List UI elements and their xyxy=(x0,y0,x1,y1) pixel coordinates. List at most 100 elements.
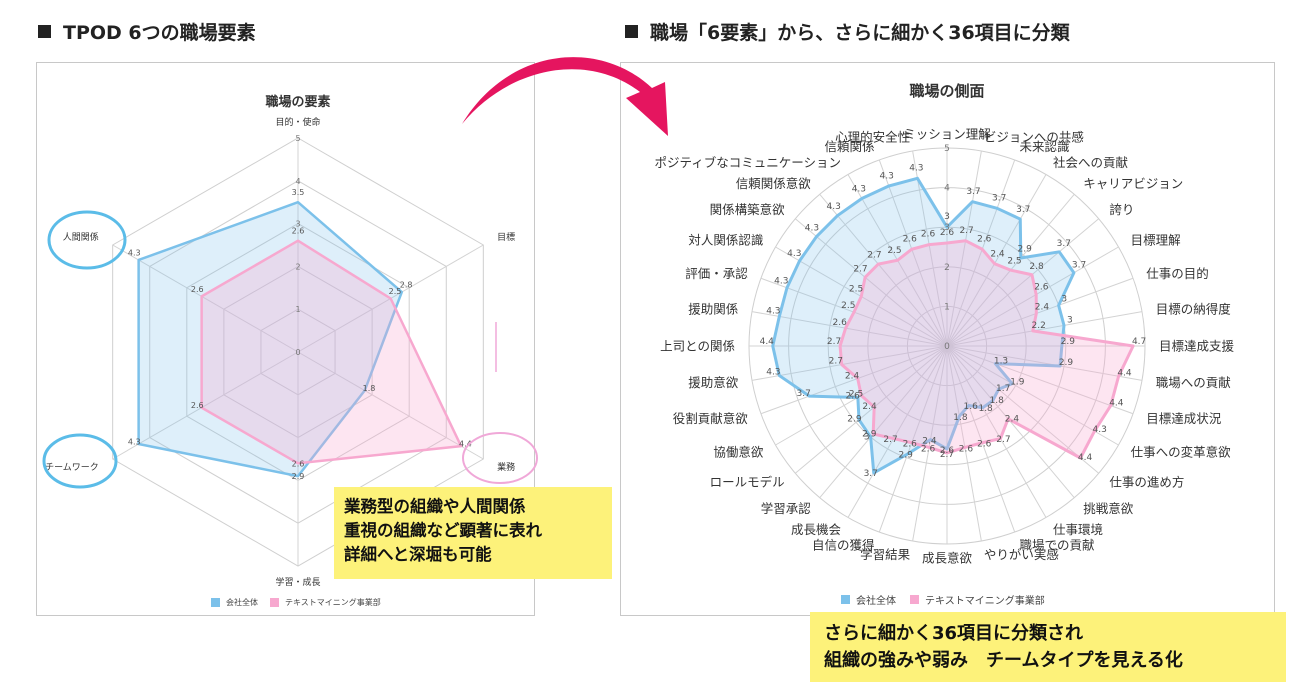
data-label: 3.7 xyxy=(1057,239,1071,249)
data-label: 4.4 xyxy=(1109,399,1124,409)
category-label: 心理的安全性 xyxy=(835,130,910,145)
category-label: 役割貢献意欲 xyxy=(673,411,748,426)
category-label: 仕事への変革意欲 xyxy=(1131,444,1231,459)
axis-spoke xyxy=(297,351,484,460)
series-area-company xyxy=(771,176,1076,475)
tick-label: 4 xyxy=(295,177,300,186)
category-label: 職場での貢献 xyxy=(1020,538,1095,553)
tick-label: 5 xyxy=(944,144,950,154)
data-label: 2.7 xyxy=(853,264,867,274)
data-label: 2.5 xyxy=(887,246,901,256)
data-label: 2.5 xyxy=(1007,257,1021,267)
data-label: 4.4 xyxy=(1117,368,1132,378)
data-label: 4.4 xyxy=(760,337,775,347)
data-label: 2.4 xyxy=(1035,302,1050,312)
data-label: 2.8 xyxy=(400,281,413,290)
data-label: 2.9 xyxy=(862,430,877,440)
right-callout-line: 組織の強みや弱み チームタイプを見える化 xyxy=(824,650,1183,671)
axis-spoke xyxy=(751,345,948,381)
data-label: 2.9 xyxy=(1061,337,1076,347)
category-label: 仕事環境 xyxy=(1053,522,1103,537)
legend-swatch-textmining xyxy=(910,595,919,604)
axis-spoke xyxy=(946,345,1143,381)
data-label: 2.6 xyxy=(903,235,918,245)
data-label: 1.6 xyxy=(964,402,979,412)
left-callout: 業務型の組織や人間関係 重視の組織など顕著に表れ 詳細へと深堀も可能 xyxy=(334,487,612,579)
data-label: 1.8 xyxy=(978,404,993,414)
category-label: 目標 xyxy=(497,231,515,243)
data-label: 2.6 xyxy=(292,227,305,236)
axis-spoke xyxy=(795,218,948,347)
data-label: 2.7 xyxy=(959,226,973,236)
bullet-square-icon xyxy=(38,25,51,38)
data-label: 4.3 xyxy=(1092,425,1106,435)
axis-spoke xyxy=(946,345,1134,415)
data-label: 2.6 xyxy=(1034,283,1049,293)
right-callout: さらに細かく36項目に分類され 組織の強みや弱み チームタイプを見える化 xyxy=(810,612,1286,682)
category-label: ポジティブなコミュニケーション xyxy=(654,155,841,170)
axis-spoke xyxy=(112,351,299,460)
data-label: 3.7 xyxy=(797,389,811,399)
data-label: 2.6 xyxy=(191,401,204,410)
category-label: やりがい実感 xyxy=(984,547,1059,562)
category-label: 職場への貢献 xyxy=(1156,375,1231,390)
tick-label: 3 xyxy=(944,223,950,233)
data-label: 2.6 xyxy=(292,459,305,468)
data-label: 2.9 xyxy=(1059,358,1074,368)
tick-label: 3 xyxy=(295,220,300,229)
category-label: 学習・成長 xyxy=(275,576,320,588)
data-label: 2.6 xyxy=(977,439,992,449)
right-chart-panel: 職場の側面 3 3.7 3.7 3.7 2.9 3.7 3.7 3 3 2.9 2.9 1.3 1.9 1.… xyxy=(620,62,1275,616)
data-label: 4.3 xyxy=(128,438,141,447)
data-label: 4.4 xyxy=(459,440,472,449)
data-label: 3 xyxy=(944,212,950,222)
axis-spoke xyxy=(847,345,948,518)
data-label: 3.5 xyxy=(292,188,305,197)
left-section-heading: TPOD 6つの職場要素 xyxy=(38,18,256,45)
data-label: 2.9 xyxy=(899,451,914,461)
data-label: 2.5 xyxy=(389,287,402,296)
axis-spoke xyxy=(112,244,299,353)
data-label: 2.6 xyxy=(845,391,860,401)
data-label: 2.6 xyxy=(977,235,992,245)
axis-spoke xyxy=(795,345,948,474)
category-label: 目標達成状況 xyxy=(1146,411,1222,426)
data-label: 2.6 xyxy=(959,444,974,454)
axis-spoke xyxy=(946,150,982,347)
data-label: 2.4 xyxy=(862,402,877,412)
axis-spoke xyxy=(946,277,1134,347)
axis-spoke xyxy=(946,159,1016,347)
data-label: 2.6 xyxy=(921,444,936,454)
data-label: 2.9 xyxy=(847,415,862,425)
right-section-heading: 職場「6要素」から、さらに細かく36項目に分類 xyxy=(625,18,1070,45)
left-chart-panel: 職場の要素 3.5 2.8 1.8 2.9 4.3 4.3 2.6 2.5 4.4 2.6 2.6 2.… xyxy=(36,62,535,616)
data-label: 3 xyxy=(864,433,870,443)
data-label: 2.4 xyxy=(1005,414,1020,424)
data-label: 2.7 xyxy=(996,435,1010,445)
data-label: 2.7 xyxy=(883,435,897,445)
data-label: 2.5 xyxy=(849,390,863,400)
data-label: 2.7 xyxy=(867,250,881,260)
data-label: 2.4 xyxy=(990,249,1005,259)
legend-label-textmining: テキストマイニング事業部 xyxy=(285,598,381,607)
category-label: 挑戦意欲 xyxy=(1083,501,1133,516)
category-label: 社会への貢献 xyxy=(1053,155,1128,170)
tick-label: 0 xyxy=(295,348,300,357)
category-label: 仕事の進め方 xyxy=(1109,475,1184,490)
left-callout-line: 業務型の組織や人間関係 xyxy=(344,497,526,516)
axis-spoke xyxy=(946,174,1047,347)
data-label: 2.6 xyxy=(940,228,955,238)
data-label: 4.3 xyxy=(852,184,866,194)
data-label: 2.5 xyxy=(841,301,855,311)
axis-spoke xyxy=(912,150,948,347)
tick-label: 1 xyxy=(944,302,950,312)
data-label: 1.9 xyxy=(1010,378,1025,388)
tick-label: 2 xyxy=(944,263,950,273)
data-label: 4.3 xyxy=(766,306,780,316)
axis-spoke xyxy=(946,218,1099,347)
data-label: 1.8 xyxy=(363,384,376,393)
axis-spoke xyxy=(819,345,948,498)
data-label: 2.6 xyxy=(940,446,955,456)
category-label: 信頼関係 xyxy=(824,139,874,154)
left-heading-text: TPOD 6つの職場要素 xyxy=(63,22,256,44)
